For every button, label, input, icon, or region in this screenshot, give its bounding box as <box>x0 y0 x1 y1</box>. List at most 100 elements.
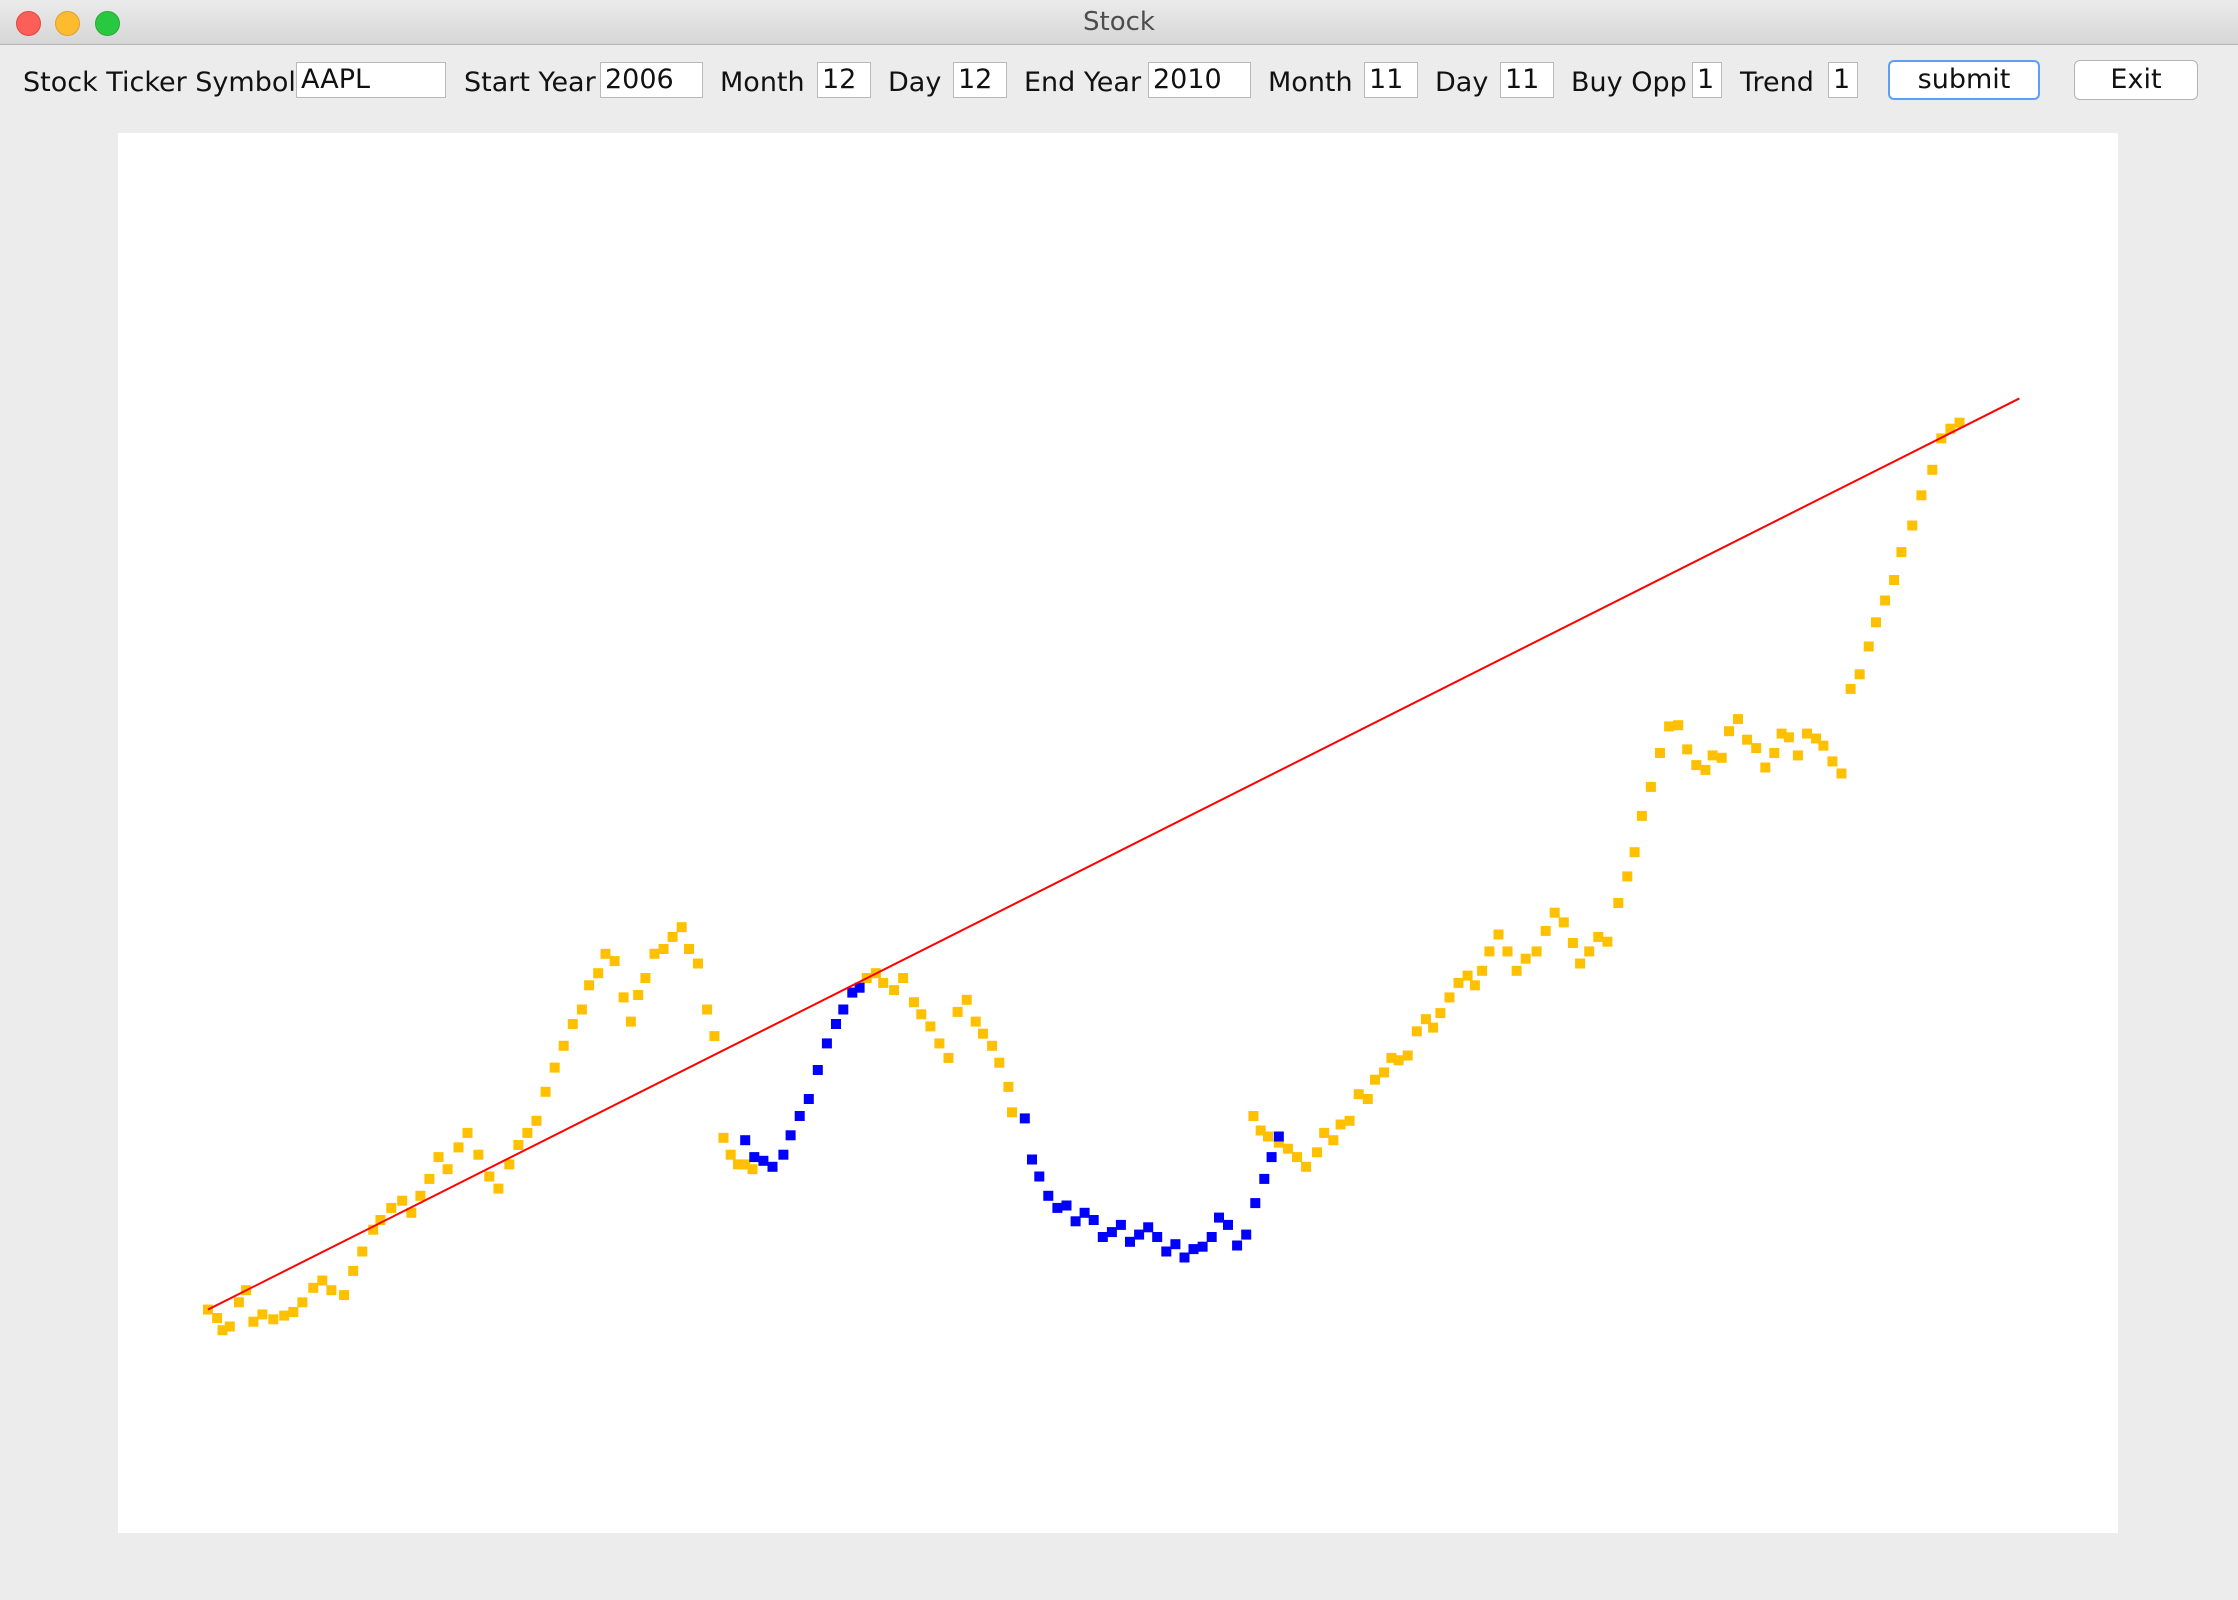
price-point <box>898 973 909 983</box>
price-point <box>667 931 678 942</box>
price-point <box>473 1149 484 1160</box>
stock-scatter-plot <box>203 397 2020 1336</box>
price-point <box>268 1314 279 1325</box>
price-point <box>970 1016 981 1027</box>
ticker-input[interactable]: AAPL <box>296 62 446 98</box>
price-point <box>308 1282 319 1293</box>
end-year-input[interactable]: 2010 <box>1148 62 1251 98</box>
price-point <box>1733 714 1743 725</box>
buy-opportunity-point <box>1170 1239 1181 1250</box>
price-point <box>1493 929 1504 940</box>
submit-button[interactable]: submit <box>1888 60 2040 100</box>
price-point <box>1402 1050 1413 1061</box>
buy-opportunity-point <box>1088 1215 1099 1225</box>
price-point <box>1593 931 1604 942</box>
price-point <box>484 1171 495 1182</box>
price-point <box>415 1190 426 1201</box>
price-point <box>386 1202 397 1213</box>
ticker-label: Stock Ticker Symbol <box>23 67 296 98</box>
minimize-window-button[interactable] <box>55 11 80 36</box>
buy-opportunity-point <box>758 1155 769 1166</box>
start-day-input[interactable]: 12 <box>953 62 1007 98</box>
price-point <box>1540 925 1551 936</box>
buy-opportunity-point <box>1266 1152 1277 1163</box>
price-point <box>1602 936 1613 947</box>
price-point <box>1420 1014 1431 1025</box>
start-month-input[interactable]: 12 <box>817 62 871 98</box>
buy-opp-input[interactable]: 1 <box>1692 62 1722 98</box>
price-point <box>740 1159 751 1170</box>
buy-opportunity-point <box>1197 1241 1208 1252</box>
price-point <box>224 1321 235 1332</box>
price-point <box>693 958 703 969</box>
start-year-label: Start Year <box>464 67 596 98</box>
buy-opportunity-point <box>1027 1154 1037 1165</box>
buy-opportunity-point <box>1125 1236 1135 1247</box>
price-point <box>368 1224 379 1235</box>
price-point <box>1811 733 1822 744</box>
price-point <box>217 1325 228 1336</box>
buy-opportunity-point <box>1043 1190 1054 1201</box>
price-point <box>453 1142 464 1153</box>
end-month-input[interactable]: 11 <box>1364 62 1418 98</box>
price-point <box>233 1297 244 1308</box>
price-point <box>1613 898 1624 908</box>
price-point <box>1584 946 1595 957</box>
price-point <box>1312 1147 1322 1158</box>
price-point <box>1502 946 1513 957</box>
buy-opportunity-point <box>1188 1244 1199 1255</box>
price-point <box>718 1132 729 1143</box>
end-day-input[interactable]: 11 <box>1500 62 1554 98</box>
price-points <box>203 417 1965 1336</box>
price-point <box>889 985 900 996</box>
price-point <box>1802 728 1812 739</box>
price-point <box>1664 721 1675 732</box>
price-point <box>406 1207 417 1218</box>
price-point <box>1945 423 1956 434</box>
price-point <box>633 990 644 1000</box>
price-point <box>609 956 620 967</box>
zoom-window-button[interactable] <box>95 11 120 36</box>
price-point <box>649 948 660 959</box>
buy-opportunity-point <box>794 1111 805 1121</box>
buy-opportunity-point <box>1161 1246 1172 1257</box>
price-point <box>1927 464 1938 475</box>
price-point <box>1629 847 1640 858</box>
price-point <box>540 1086 551 1097</box>
buy-opportunity-point <box>831 1019 841 1029</box>
close-window-button[interactable] <box>16 11 41 36</box>
buy-opportunity-point <box>847 987 858 998</box>
buy-opportunity-point <box>749 1152 760 1163</box>
buy-opportunity-point <box>1250 1198 1261 1209</box>
price-point <box>1435 1008 1446 1019</box>
stock-chart-canvas <box>118 133 2118 1533</box>
price-point <box>1707 750 1718 761</box>
price-point <box>257 1309 268 1320</box>
price-point <box>1273 1137 1284 1148</box>
buy-opportunity-point <box>1134 1229 1145 1240</box>
price-point <box>1716 752 1727 763</box>
trend-input[interactable]: 1 <box>1828 62 1858 98</box>
price-point <box>1292 1152 1302 1163</box>
price-point <box>357 1246 368 1257</box>
trend-label: Trend <box>1740 67 1814 98</box>
price-point <box>1353 1089 1364 1100</box>
buy-opportunity-point <box>1097 1232 1108 1242</box>
buy-opportunity-point <box>778 1149 789 1160</box>
price-point <box>348 1265 359 1276</box>
exit-button[interactable]: Exit <box>2074 60 2198 100</box>
price-point <box>733 1159 743 1170</box>
price-point <box>1673 720 1684 731</box>
price-point <box>1282 1143 1293 1154</box>
price-point <box>676 922 687 933</box>
price-point <box>433 1152 444 1163</box>
price-point <box>493 1183 504 1194</box>
buy-opportunity-point <box>838 1004 849 1015</box>
price-point <box>1889 575 1900 585</box>
price-point <box>1742 734 1753 745</box>
price-point <box>1393 1055 1404 1066</box>
start-year-input[interactable]: 2006 <box>600 62 703 98</box>
price-point <box>961 994 972 1005</box>
buy-opportunity-point <box>1206 1232 1217 1242</box>
buy-opportunity-point <box>1106 1227 1117 1238</box>
